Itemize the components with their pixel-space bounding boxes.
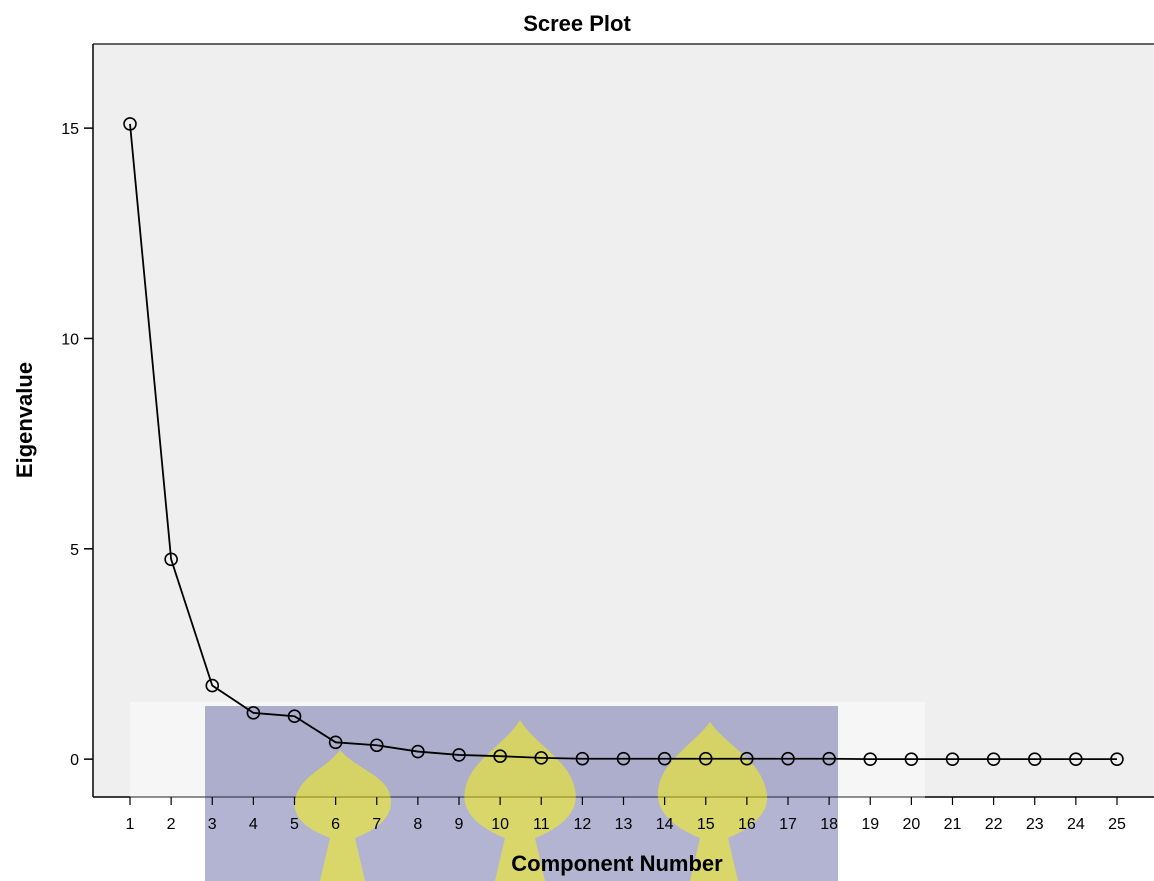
y-tick-label: 0 xyxy=(70,752,79,769)
eigenvalue-point xyxy=(493,749,507,763)
x-tick-label: 9 xyxy=(455,816,464,833)
watermark-flame-icon xyxy=(657,722,768,881)
x-tick-label: 24 xyxy=(1067,816,1085,833)
x-tick-label: 1 xyxy=(126,816,135,833)
x-tick-label: 20 xyxy=(902,816,920,833)
eigenvalue-point xyxy=(863,752,878,766)
x-tick-label: 5 xyxy=(290,816,299,833)
eigenvalue-point xyxy=(205,678,220,693)
eigenvalue-point xyxy=(123,117,137,131)
eigenvalue-point xyxy=(287,709,302,724)
x-tick-label: 19 xyxy=(861,816,879,833)
x-tick-label: 16 xyxy=(738,816,756,833)
y-tick-label: 5 xyxy=(70,542,79,559)
watermark-flame-icon xyxy=(294,750,391,881)
eigenvalue-point xyxy=(369,738,384,753)
y-tick-label: 15 xyxy=(61,121,79,138)
x-axis-title: Component Number xyxy=(511,851,723,876)
x-tick-label: 7 xyxy=(372,816,381,833)
x-tick-label: 14 xyxy=(656,816,674,833)
y-tick-label: 10 xyxy=(61,331,79,348)
y-axis-ticks: 0 5 10 15 xyxy=(61,121,93,769)
x-tick-label: 4 xyxy=(249,816,258,833)
eigenvalue-point xyxy=(904,752,919,766)
plot-area xyxy=(93,44,1154,797)
x-tick-label: 11 xyxy=(533,816,550,833)
eigenvalue-point xyxy=(534,751,549,765)
x-tick-label: 3 xyxy=(208,816,217,833)
eigenvalue-point xyxy=(740,751,754,766)
watermark-crest-image xyxy=(130,702,925,881)
x-tick-label: 18 xyxy=(820,816,838,833)
x-tick-label: 22 xyxy=(985,816,1003,833)
eigenvalue-point xyxy=(328,735,343,750)
eigenvalue-point xyxy=(945,752,960,766)
y-axis-title: Eigenvalue xyxy=(12,362,37,478)
x-tick-label: 23 xyxy=(1026,816,1044,833)
watermark-flame-icon xyxy=(464,720,576,881)
eigenvalue-point xyxy=(1069,752,1083,766)
x-tick-label: 10 xyxy=(491,816,509,833)
eigenvalue-point xyxy=(657,751,672,766)
x-tick-label: 17 xyxy=(779,816,797,833)
eigenvalue-point xyxy=(781,751,795,766)
eigenvalue-point xyxy=(164,552,178,567)
eigenvalue-point xyxy=(986,752,1001,766)
x-tick-label: 15 xyxy=(697,816,715,833)
eigenvalue-point xyxy=(246,706,261,720)
x-axis-ticks: 1 2 3 4 5 6 7 8 9 10 11 12 13 14 15 16 17 18 19 20 21 22 23 24 2… xyxy=(126,797,1126,833)
eigenvalue-point xyxy=(1110,752,1124,766)
x-tick-label: 8 xyxy=(413,816,422,833)
eigenvalue-point xyxy=(452,748,466,762)
eigenvalue-point xyxy=(1027,752,1042,766)
x-tick-label: 13 xyxy=(615,816,633,833)
x-tick-label: 6 xyxy=(331,816,340,833)
x-tick-label: 12 xyxy=(573,816,591,833)
eigenvalue-point xyxy=(616,751,631,766)
eigenvalue-series-line xyxy=(129,123,1117,761)
eigenvalue-point xyxy=(698,751,713,766)
eigenvalue-point xyxy=(411,744,425,759)
x-tick-label: 21 xyxy=(944,816,962,833)
series-layer xyxy=(123,117,1124,766)
eigenvalue-point xyxy=(575,751,590,766)
x-tick-label: 25 xyxy=(1108,816,1126,833)
x-tick-label: 2 xyxy=(167,816,176,833)
eigenvalue-point xyxy=(822,751,836,766)
chart-title: Scree Plot xyxy=(523,11,631,36)
